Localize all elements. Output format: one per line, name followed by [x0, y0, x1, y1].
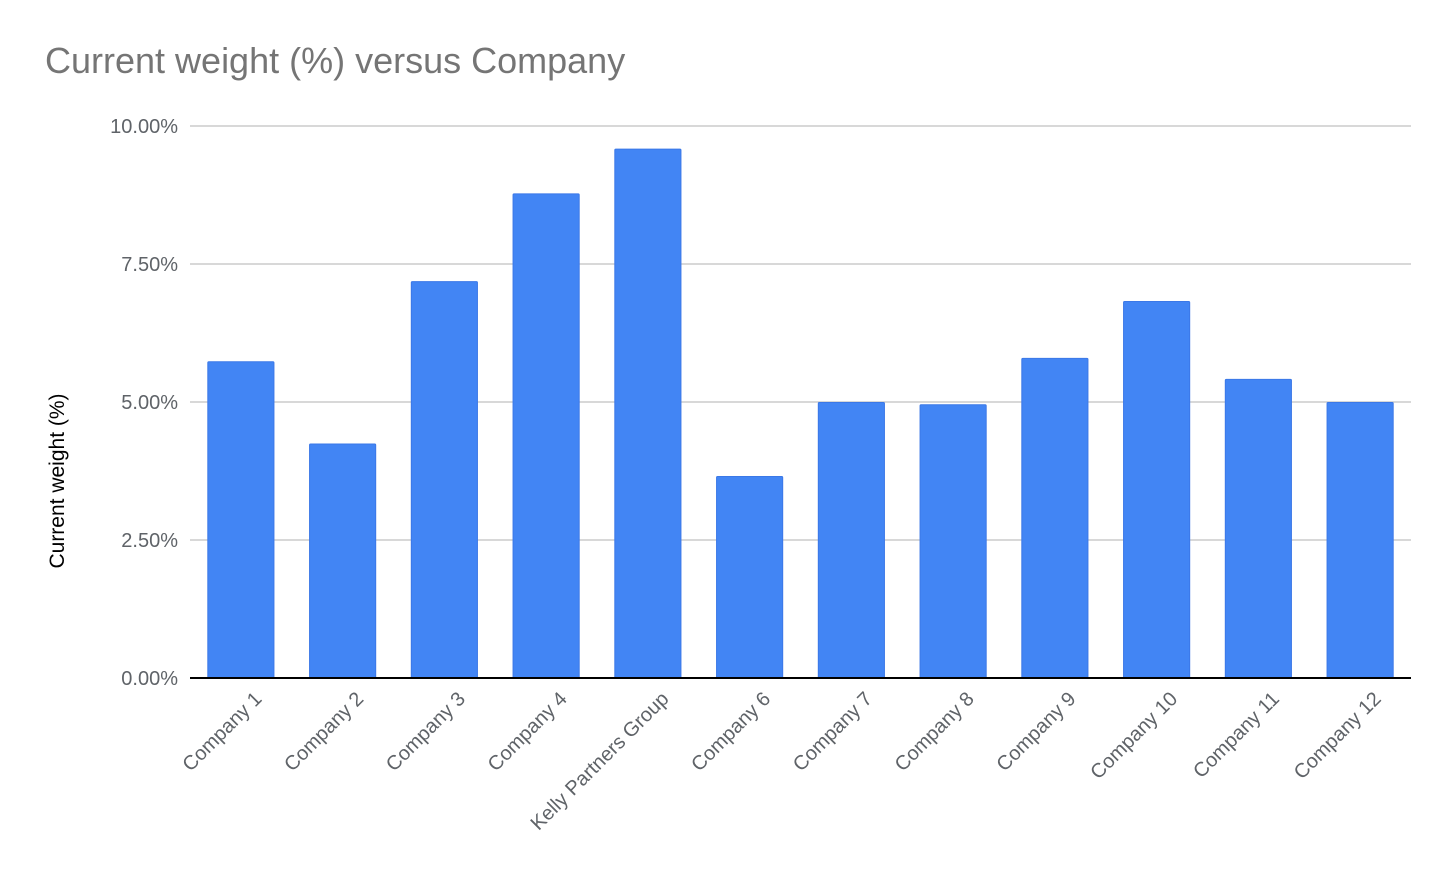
bar	[919, 404, 987, 679]
bar	[207, 361, 275, 679]
bar	[309, 443, 377, 679]
bar	[1021, 357, 1089, 679]
x-tick-label: Company 4	[484, 688, 572, 776]
y-axis-title: Current weight (%)	[46, 393, 69, 568]
bar	[1326, 402, 1394, 679]
x-tick-label: Company 7	[789, 688, 877, 776]
x-tick-label: Company 11	[1189, 688, 1284, 783]
bars	[207, 148, 1394, 679]
y-tick-label: 7.50%	[121, 254, 178, 276]
bar	[1123, 301, 1191, 679]
x-tick-label: Company 1	[179, 688, 267, 776]
x-tick-label: Company 6	[687, 688, 775, 776]
y-tick-label: 0.00%	[121, 668, 178, 690]
y-tick-label: 2.50%	[121, 530, 178, 552]
x-tick-label: Company 8	[891, 688, 979, 776]
bar	[817, 402, 885, 679]
y-tick-label: 5.00%	[121, 392, 178, 414]
bar	[512, 193, 580, 679]
bar	[410, 281, 478, 679]
chart-title: Current weight (%) versus Company	[45, 40, 626, 81]
bar	[716, 476, 784, 679]
x-tick-label: Company 9	[993, 688, 1081, 776]
x-tick-label: Company 10	[1086, 688, 1182, 784]
x-tick-label: Company 2	[280, 688, 368, 776]
bar	[614, 148, 682, 679]
x-tick-label: Company 3	[382, 688, 470, 776]
y-tick-label: 10.00%	[110, 116, 178, 138]
x-tick-label: Company 12	[1290, 688, 1386, 784]
bar	[1224, 378, 1292, 679]
gridlines	[190, 125, 1411, 541]
